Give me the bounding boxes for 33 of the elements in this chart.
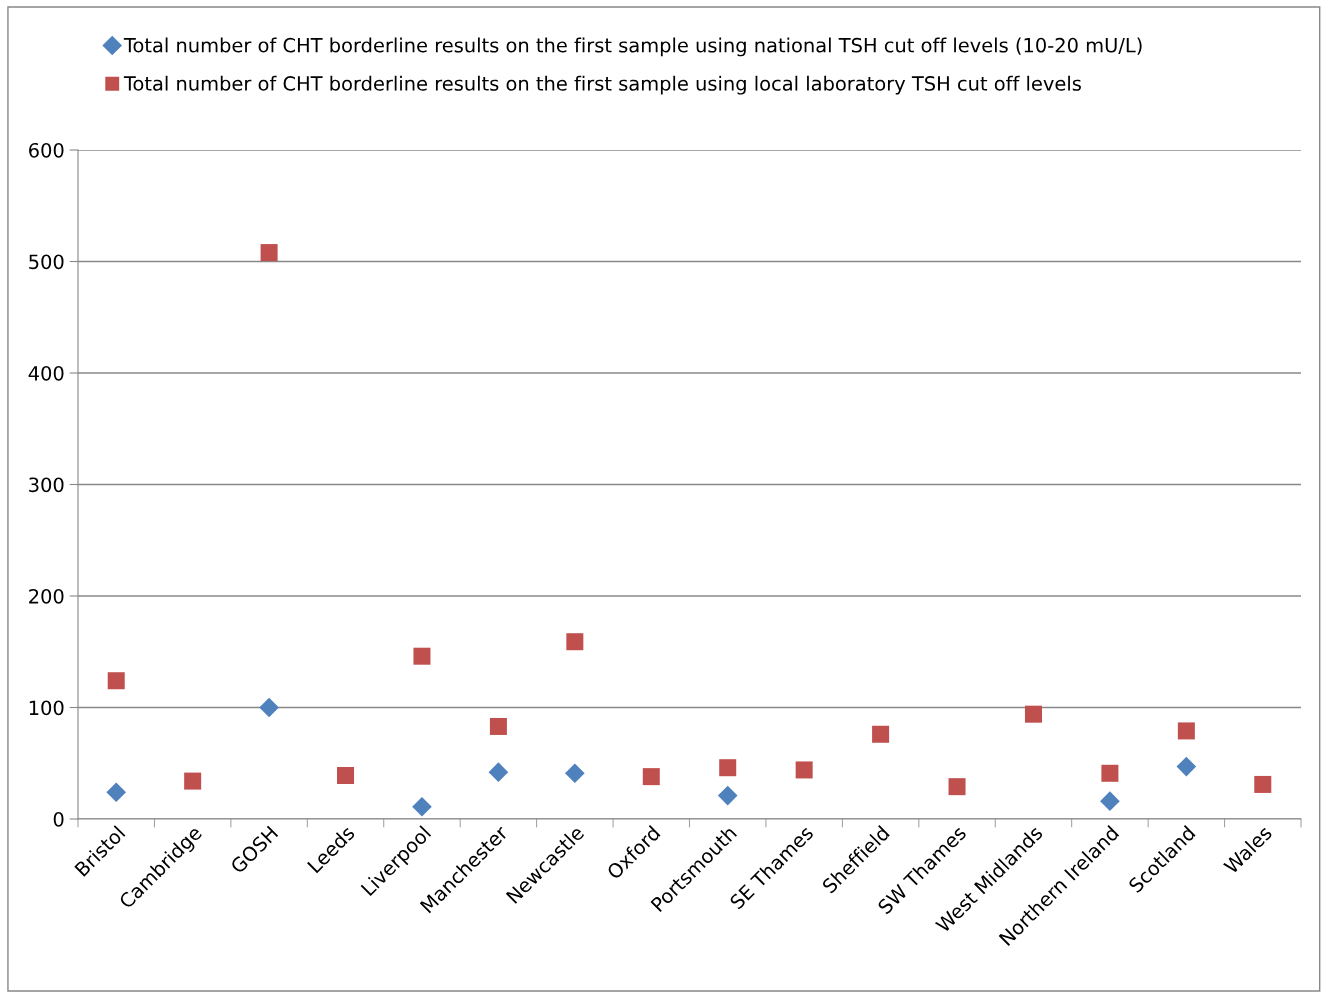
point xyxy=(872,725,890,743)
point xyxy=(795,761,813,779)
point xyxy=(106,782,127,803)
point xyxy=(260,244,278,262)
point xyxy=(1024,705,1042,723)
y-tick-label: 200 xyxy=(29,588,64,604)
point xyxy=(259,697,279,718)
point xyxy=(413,647,431,665)
point xyxy=(565,763,585,784)
point xyxy=(107,672,125,690)
point xyxy=(337,767,355,785)
point xyxy=(488,762,509,782)
point xyxy=(412,796,432,817)
y-tick-label: 500 xyxy=(29,254,64,270)
y-tick-label: 100 xyxy=(29,700,64,716)
point xyxy=(1176,756,1197,777)
point xyxy=(489,717,507,735)
y-tick-label: 300 xyxy=(29,477,64,493)
y-tick-label: 400 xyxy=(28,365,64,381)
point xyxy=(1254,775,1272,793)
y-tick-label: 0 xyxy=(53,811,64,827)
point xyxy=(1100,791,1120,811)
point xyxy=(948,778,966,796)
point xyxy=(642,768,660,786)
point xyxy=(1177,722,1195,740)
legend-label: Total number of CHT borderline results on the first sample using local laboratory TSH cut off levels xyxy=(123,75,1081,95)
point xyxy=(184,772,202,790)
point xyxy=(1101,764,1119,782)
legend-label: Total number of CHT borderline results on the first sample using national TSH cut off levels (10-20 mU/L) xyxy=(123,37,1142,57)
point xyxy=(719,759,737,777)
point xyxy=(566,633,584,651)
y-tick-label: 600 xyxy=(29,142,64,158)
point xyxy=(717,785,738,806)
